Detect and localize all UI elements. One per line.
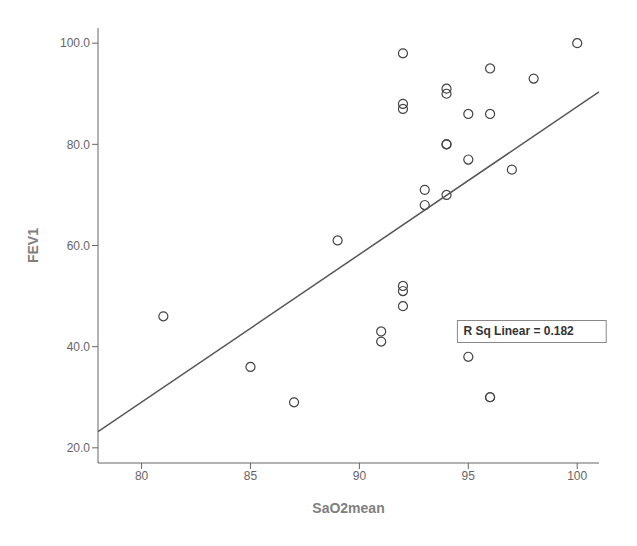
svg-text:60.0: 60.0: [67, 239, 91, 253]
svg-text:90: 90: [353, 469, 367, 483]
svg-text:20.0: 20.0: [67, 441, 91, 455]
svg-text:80: 80: [135, 469, 149, 483]
svg-text:95: 95: [462, 469, 476, 483]
svg-text:80.0: 80.0: [67, 138, 91, 152]
svg-text:85: 85: [244, 469, 258, 483]
svg-text:R Sq Linear = 0.182: R Sq Linear = 0.182: [463, 324, 574, 338]
svg-text:100.0: 100.0: [60, 36, 90, 50]
svg-text:FEV1: FEV1: [25, 228, 41, 263]
svg-text:100: 100: [567, 469, 587, 483]
svg-text:40.0: 40.0: [67, 340, 91, 354]
svg-text:SaO2mean: SaO2mean: [312, 500, 384, 516]
